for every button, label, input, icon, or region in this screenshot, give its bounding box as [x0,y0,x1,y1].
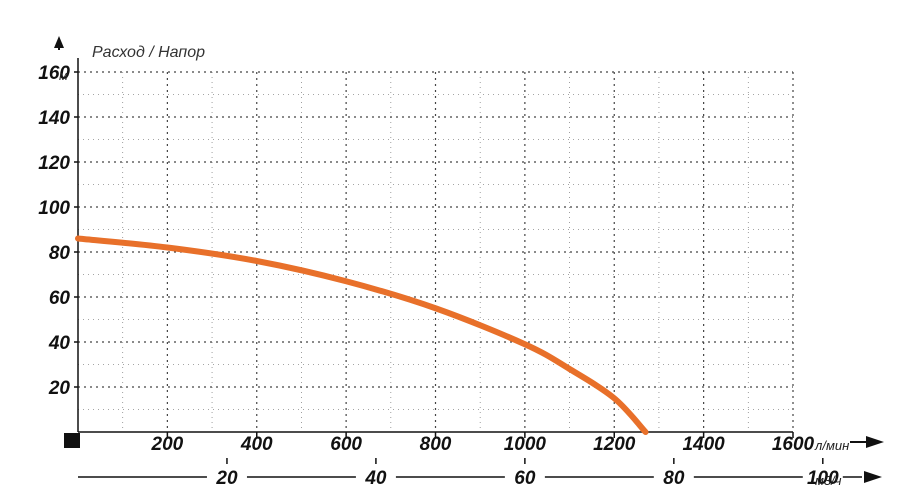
axes [54,36,884,483]
y-tick-label: 160 [38,63,70,84]
x2-tick-labels: 20 40 60 80 100 [206,458,843,489]
x2-tick-label-bg [504,468,545,486]
series-line [75,235,649,435]
y-tick-label: 120 [38,153,70,174]
x2-tick-label: 60 [514,468,536,489]
x-tick-labels: 200 400 600 800 1000 1200 1400 1600 [151,432,815,455]
origin-marker [64,433,80,448]
x-tick-label: 1000 [504,434,547,455]
x-tick-label: 1600 [772,434,815,455]
y-tick-label: 140 [38,108,70,129]
x2-tick-label-bg [802,468,843,486]
chart-title: Расход / Напор [92,44,205,61]
y-unit-label: м [59,68,68,83]
grid [78,71,794,432]
x-tick-label: 1200 [593,434,636,455]
x-tick-label: 600 [330,434,362,455]
x2-tick-label: 80 [663,468,685,489]
x2-unit-label: м3/ч [815,473,842,488]
y-axis-arrow [54,36,64,48]
x2-tick-label: 100 [807,468,839,489]
y-tick-label: 60 [49,288,71,309]
y-tick-label: 80 [49,243,71,264]
y-tick-labels: 20 40 60 80 100 120 140 160 [38,63,78,399]
y-tick-label: 20 [48,378,71,399]
y-tick-label: 100 [38,198,70,219]
x2-tick-label-bg [206,468,247,486]
x2-tick-label-bg [355,468,396,486]
x-tick-label: 200 [151,434,184,455]
x-tick-label: 1400 [682,434,725,455]
y-tick-label: 40 [48,333,71,354]
x2-tick-label-bg [653,468,694,486]
x2-axis-arrow [864,471,882,483]
x-unit-label: л/мин [814,438,849,453]
x-axis-arrow [866,436,884,448]
x2-tick-label: 40 [364,468,387,489]
x-tick-label: 400 [240,434,273,455]
series-layer [75,235,649,435]
x2-tick-label: 20 [215,468,238,489]
x-tick-label: 800 [420,434,452,455]
